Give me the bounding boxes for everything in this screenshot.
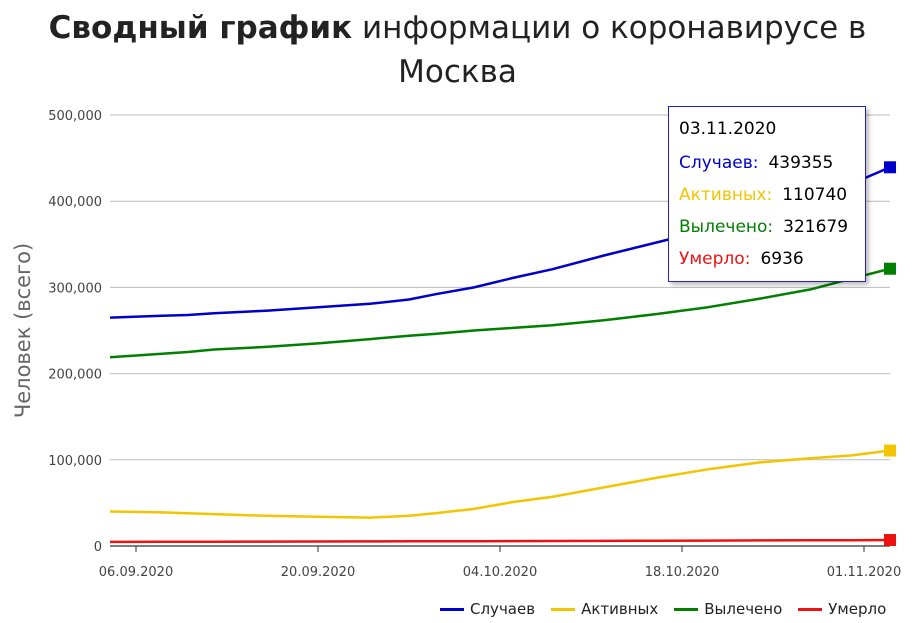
legend-label-deaths: Умерло [828,600,887,618]
chart-tooltip: 03.11.2020 Случаев: 439355 Активных: 11074… [668,106,866,282]
x-tick-label: 18.10.2020 [645,565,719,580]
y-tick-label: 300,000 [48,281,102,296]
series-end-marker-2 [884,262,896,275]
legend-item-active[interactable]: Активных [551,600,658,618]
series-line-1 [109,449,891,519]
y-axis-title: Человек (всего) [11,243,35,418]
tooltip-row-deaths: Умерло: 6936 [679,249,804,269]
tooltip-cases-label: Случаев: [679,153,759,173]
tooltip-deaths-value: 6936 [760,249,804,269]
x-tick-label: 20.09.2020 [281,565,355,580]
tooltip-active-label: Активных: [679,185,773,205]
x-tick-label: 06.09.2020 [99,565,173,580]
y-tick-label: 100,000 [48,454,102,469]
series-line-3 [109,538,891,544]
chart-title: Сводный график информации о коронавирусе… [0,6,915,94]
tooltip-recovered-label: Вылечено: [679,217,774,237]
legend-swatch-deaths [798,607,823,611]
x-tick-label: 04.10.2020 [463,565,537,580]
legend-item-cases[interactable]: Случаев [440,600,535,618]
legend-label-active: Активных [581,600,659,618]
tooltip-active-value: 110740 [782,185,848,205]
chart-legend: Случаев Активных Вылечено Умерло [440,598,886,620]
legend-swatch-cases [440,607,464,611]
legend-label-recovered: Вылечено [704,600,783,618]
chart-title-bold: Сводный график [48,10,353,46]
tooltip-deaths-label: Умерло: [679,249,751,269]
series-end-marker-1 [884,444,896,457]
tooltip-recovered-value: 321679 [783,217,849,237]
legend-item-recovered[interactable]: Вылечено [674,600,782,618]
tooltip-row-recovered: Вылечено: 321679 [679,217,848,237]
chart-title-rest: информации о коронавирусе в Москва [352,10,867,90]
series-end-marker-3 [884,534,896,547]
y-tick-label: 400,000 [48,195,102,210]
x-tick-label: 01.11.2020 [827,565,901,580]
tooltip-cases-value: 439355 [768,153,834,173]
legend-swatch-recovered [674,607,699,611]
tooltip-row-active: Активных: 110740 [679,185,847,205]
legend-label-cases: Случаев [470,600,536,618]
legend-swatch-active [551,607,576,611]
tooltip-row-cases: Случаев: 439355 [679,153,833,173]
series-line-2 [109,267,891,359]
series-end-marker-0 [884,161,896,174]
tooltip-date: 03.11.2020 [679,119,777,139]
y-tick-label: 500,000 [48,109,102,124]
y-tick-label: 0 [94,540,102,555]
legend-item-deaths[interactable]: Умерло [798,600,886,618]
y-tick-label: 200,000 [48,368,102,383]
